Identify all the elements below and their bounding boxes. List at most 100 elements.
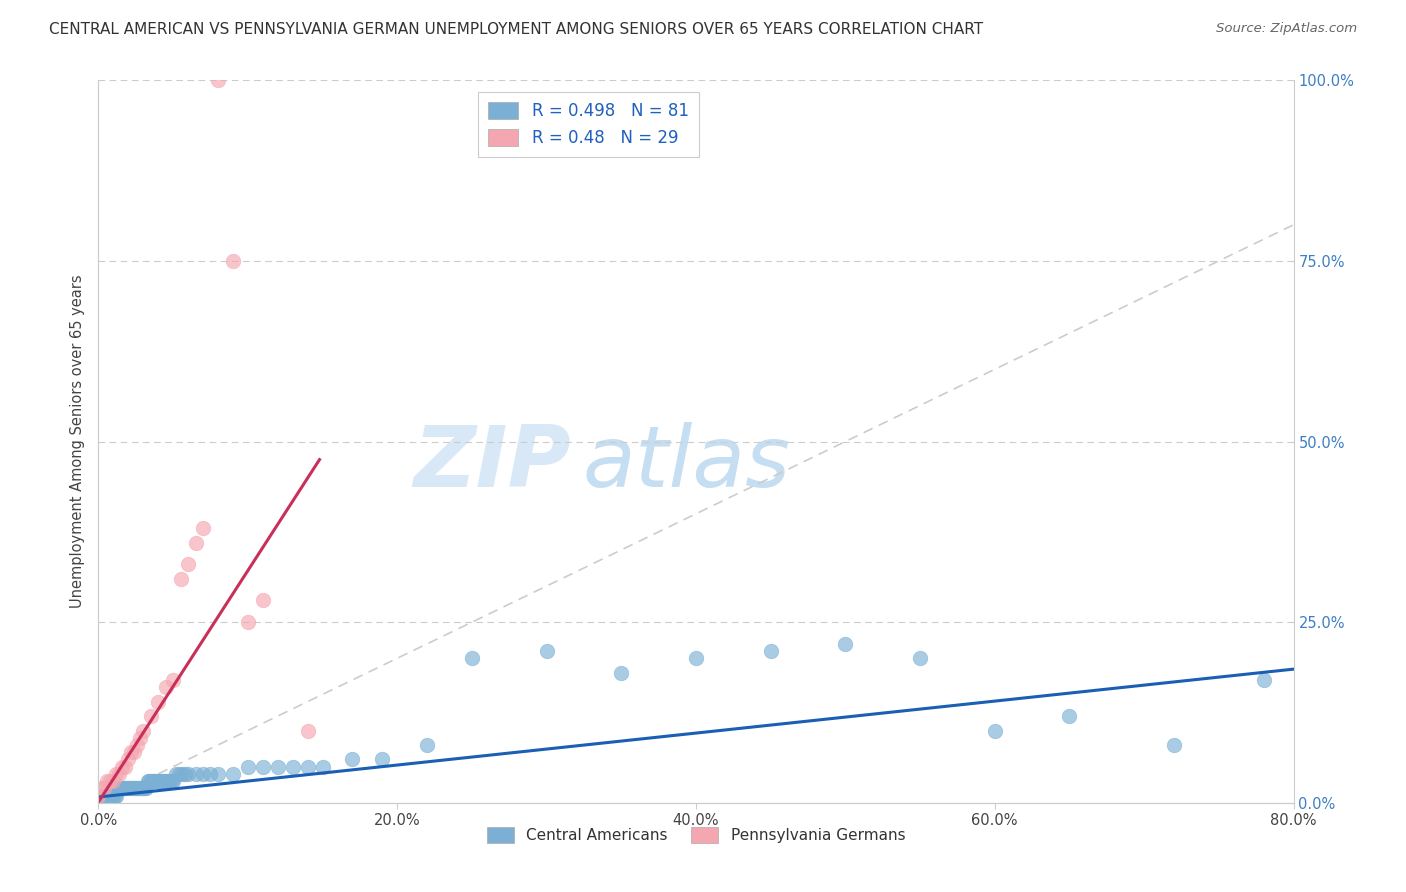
Point bbox=[134, 781, 156, 796]
Point bbox=[120, 781, 142, 796]
Point bbox=[98, 774, 122, 789]
Text: CENTRAL AMERICAN VS PENNSYLVANIA GERMAN UNEMPLOYMENT AMONG SENIORS OVER 65 YEARS: CENTRAL AMERICAN VS PENNSYLVANIA GERMAN … bbox=[49, 22, 983, 37]
Point bbox=[157, 774, 180, 789]
Point bbox=[184, 535, 207, 549]
Point bbox=[149, 774, 172, 789]
Point bbox=[610, 665, 633, 680]
Point bbox=[104, 789, 127, 803]
Point bbox=[96, 789, 118, 803]
Point bbox=[342, 752, 364, 766]
Point bbox=[117, 752, 139, 766]
Point bbox=[222, 253, 245, 268]
Point bbox=[416, 738, 439, 752]
Point bbox=[169, 572, 191, 586]
Point bbox=[93, 781, 115, 796]
Point bbox=[87, 789, 110, 803]
Point bbox=[94, 789, 117, 803]
Point bbox=[311, 760, 333, 774]
Y-axis label: Unemployment Among Seniors over 65 years: Unemployment Among Seniors over 65 years bbox=[70, 275, 86, 608]
Point bbox=[281, 760, 304, 774]
Point bbox=[297, 723, 319, 738]
Point bbox=[685, 651, 707, 665]
Point bbox=[103, 774, 125, 789]
Point bbox=[110, 781, 132, 796]
Point bbox=[150, 774, 173, 789]
Point bbox=[267, 760, 290, 774]
Point bbox=[105, 767, 128, 781]
Point bbox=[207, 73, 229, 87]
Point bbox=[984, 723, 1007, 738]
Point bbox=[103, 789, 125, 803]
Point bbox=[96, 774, 118, 789]
Point bbox=[143, 774, 166, 789]
Point bbox=[162, 774, 184, 789]
Point bbox=[908, 651, 931, 665]
Point bbox=[177, 558, 200, 572]
Point bbox=[139, 709, 162, 723]
Point bbox=[1059, 709, 1081, 723]
Point bbox=[91, 789, 114, 803]
Point bbox=[834, 637, 856, 651]
Point bbox=[207, 767, 229, 781]
Point bbox=[177, 767, 200, 781]
Text: Source: ZipAtlas.com: Source: ZipAtlas.com bbox=[1216, 22, 1357, 36]
Point bbox=[155, 680, 177, 694]
Point bbox=[222, 767, 245, 781]
Point bbox=[98, 789, 122, 803]
Point bbox=[117, 781, 139, 796]
Point bbox=[114, 760, 136, 774]
Point bbox=[165, 767, 187, 781]
Point bbox=[118, 781, 141, 796]
Point bbox=[124, 781, 146, 796]
Point bbox=[103, 789, 125, 803]
Point bbox=[138, 774, 160, 789]
Point bbox=[136, 774, 159, 789]
Point bbox=[132, 723, 155, 738]
Point bbox=[236, 615, 259, 630]
Point bbox=[97, 789, 120, 803]
Point bbox=[156, 774, 179, 789]
Point bbox=[115, 781, 138, 796]
Point bbox=[371, 752, 394, 766]
Point bbox=[159, 774, 181, 789]
Point bbox=[93, 789, 115, 803]
Point bbox=[111, 760, 134, 774]
Point bbox=[155, 774, 177, 789]
Point bbox=[90, 789, 112, 803]
Text: atlas: atlas bbox=[582, 422, 790, 505]
Point bbox=[127, 781, 149, 796]
Point bbox=[148, 774, 170, 789]
Point bbox=[131, 781, 153, 796]
Point bbox=[1163, 738, 1185, 752]
Point bbox=[90, 781, 112, 796]
Point bbox=[461, 651, 484, 665]
Point bbox=[108, 781, 131, 796]
Point bbox=[536, 644, 558, 658]
Point bbox=[129, 731, 152, 745]
Point bbox=[105, 789, 128, 803]
Point bbox=[759, 644, 782, 658]
Point bbox=[108, 767, 131, 781]
Point bbox=[120, 745, 142, 759]
Point bbox=[174, 767, 197, 781]
Point bbox=[153, 774, 176, 789]
Point bbox=[1253, 673, 1275, 687]
Point bbox=[148, 695, 170, 709]
Point bbox=[111, 781, 134, 796]
Text: ZIP: ZIP bbox=[413, 422, 571, 505]
Point bbox=[191, 767, 214, 781]
Point bbox=[236, 760, 259, 774]
Point bbox=[252, 593, 274, 607]
Point bbox=[132, 781, 155, 796]
Point bbox=[128, 781, 150, 796]
Point bbox=[160, 774, 183, 789]
Point bbox=[142, 774, 165, 789]
Point bbox=[184, 767, 207, 781]
Point bbox=[200, 767, 222, 781]
Point bbox=[139, 774, 162, 789]
Point bbox=[162, 673, 184, 687]
Point bbox=[145, 774, 167, 789]
Point bbox=[297, 760, 319, 774]
Point bbox=[107, 781, 129, 796]
Point bbox=[87, 789, 110, 803]
